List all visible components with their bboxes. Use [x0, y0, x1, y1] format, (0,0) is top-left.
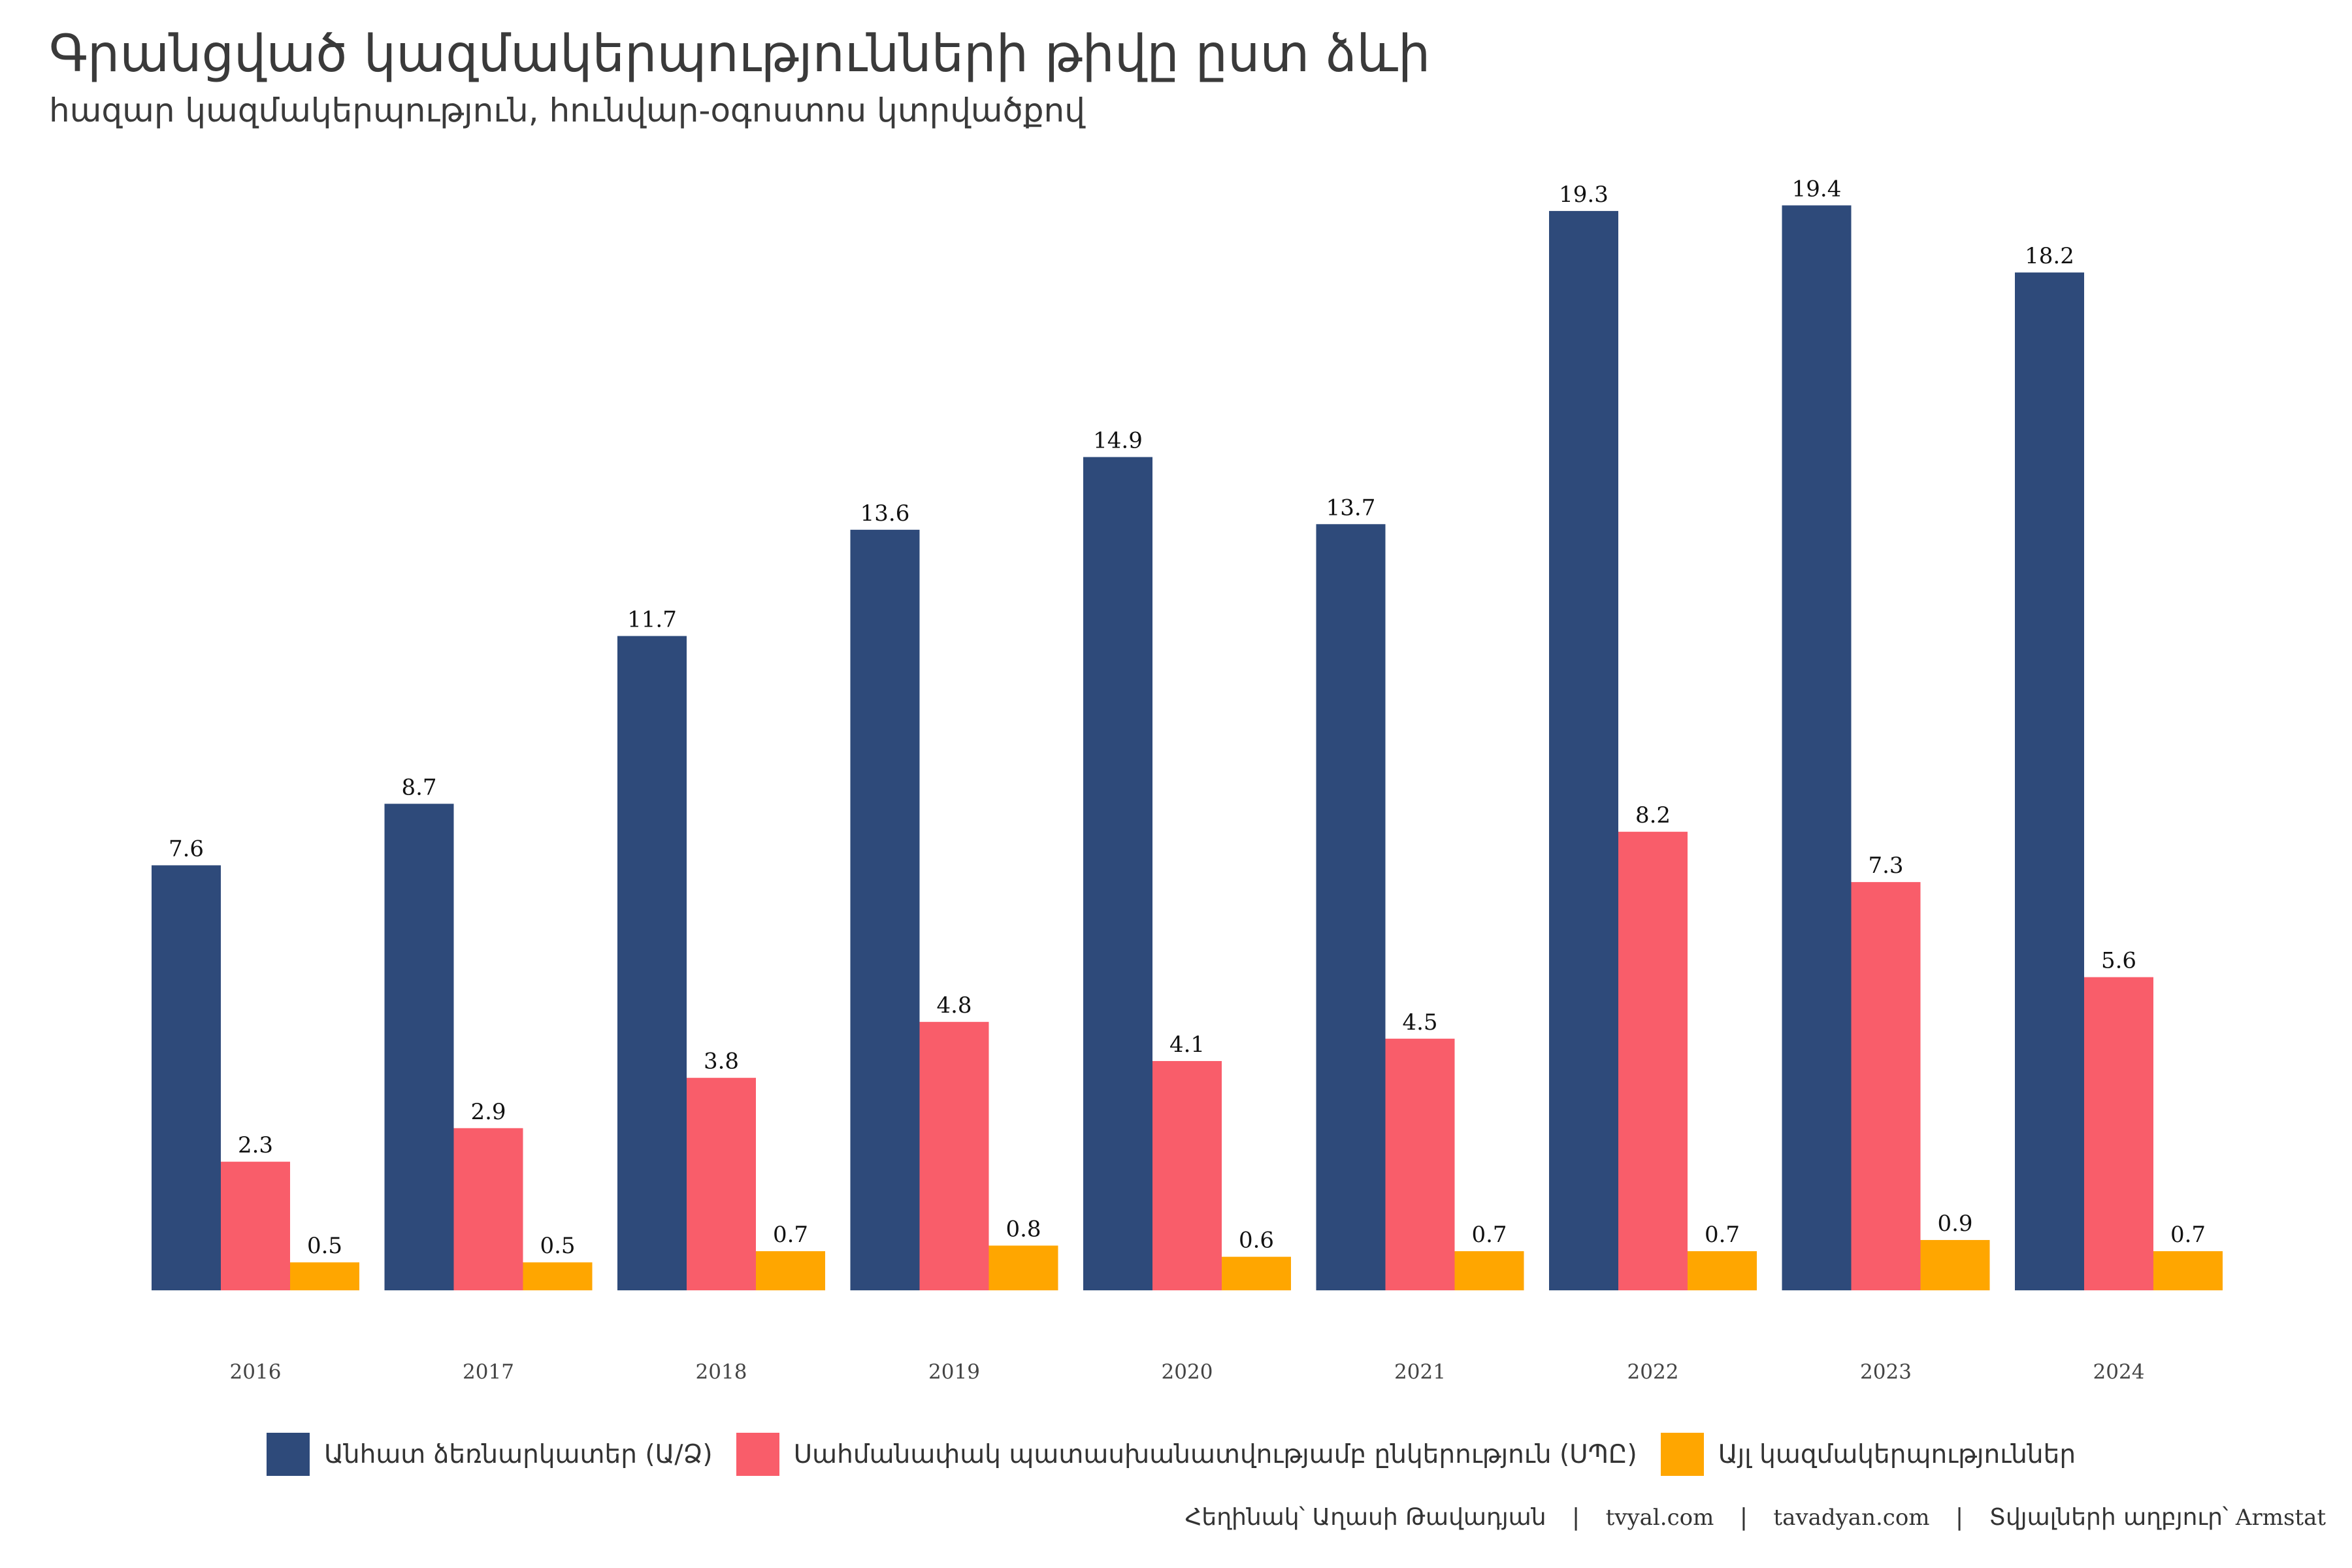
bar-llc-2024 [2084, 977, 2153, 1290]
bar-other-2022 [1688, 1251, 1757, 1290]
legend-label-series1: Անհատ ձեռնարկատեր (Ա/Ձ) [324, 1439, 713, 1469]
data-label-sole-proprietor-2020: 14.9 [1093, 428, 1143, 454]
data-label-llc-2022: 8.2 [1635, 802, 1671, 828]
data-label-llc-2023: 7.3 [1868, 853, 1903, 879]
x-tick-label-2018: 2018 [696, 1360, 747, 1384]
x-tick-label-2024: 2024 [2093, 1360, 2145, 1384]
bar-other-2018 [756, 1251, 825, 1290]
bar-sole-proprietor-2024 [2015, 272, 2084, 1291]
footer-source-name: Armstat [2235, 1505, 2326, 1531]
bar-sole-proprietor-2017 [384, 804, 454, 1290]
bar-other-2024 [2153, 1251, 2223, 1290]
data-label-sole-proprietor-2018: 11.7 [627, 606, 677, 632]
footer-site-tavadyan: tavadyan.com [1773, 1505, 1930, 1531]
data-label-sole-proprietor-2023: 19.4 [1792, 176, 1842, 202]
x-tick-label-2016: 2016 [230, 1360, 282, 1384]
bar-other-2016 [290, 1262, 359, 1290]
data-label-other-2017: 0.5 [540, 1233, 575, 1259]
chart-subtitle: հազար կազմակերպություն, հունվար-օգոստոս … [49, 91, 1085, 129]
footer-source-label: Տվյալների աղբյուր՝ [1989, 1504, 2229, 1531]
legend-swatch-series2 [736, 1433, 779, 1476]
x-tick-label-2020: 2020 [1162, 1360, 1213, 1384]
x-tick-label-2019: 2019 [928, 1360, 980, 1384]
legend-label-series3: Այլ կազմակերպություններ [1718, 1439, 2076, 1469]
bar-sole-proprietor-2023 [1782, 205, 1852, 1290]
data-label-sole-proprietor-2019: 13.6 [860, 500, 910, 527]
data-label-other-2022: 0.7 [1705, 1222, 1740, 1248]
bar-sole-proprietor-2020 [1083, 457, 1152, 1290]
bar-llc-2019 [919, 1022, 989, 1290]
footer-site-tvyal: tvyal.com [1605, 1505, 1714, 1531]
bar-llc-2017 [453, 1128, 523, 1290]
data-label-other-2018: 0.7 [773, 1222, 808, 1248]
legend-item-sole-proprietor: Անհատ ձեռնարկատեր (Ա/Ձ) [267, 1433, 713, 1476]
bar-llc-2020 [1152, 1061, 1222, 1290]
footer-separator: | [1571, 1504, 1580, 1531]
data-label-other-2024: 0.7 [2170, 1222, 2206, 1248]
data-label-sole-proprietor-2021: 13.7 [1326, 495, 1376, 521]
data-label-llc-2018: 3.8 [704, 1049, 739, 1075]
bar-llc-2023 [1851, 882, 1921, 1290]
footer-author: Հեղինակ՝ Աղասի Թավադյան [1184, 1504, 1546, 1531]
footer-credits: Հեղինակ՝ Աղասի Թավադյան | tvyal.com | ta… [1185, 1504, 2326, 1531]
footer-separator: | [1955, 1504, 1964, 1531]
bar-chart: 7.6 2.3 0.5 2016 8.7 2.9 0.5 2017 11.7 3.8 0.7 2018… [152, 176, 2223, 1384]
data-label-llc-2020: 4.1 [1169, 1032, 1205, 1058]
data-label-other-2019: 0.8 [1005, 1217, 1041, 1243]
legend: Անհատ ձեռնարկատեր (Ա/Ձ) Սահմանափակ պատաս… [267, 1433, 2099, 1476]
bar-sole-proprietor-2022 [1549, 210, 1618, 1290]
bar-llc-2022 [1618, 832, 1688, 1290]
data-label-other-2023: 0.9 [1937, 1211, 1972, 1237]
bar-llc-2021 [1385, 1038, 1455, 1290]
data-label-llc-2016: 2.3 [238, 1132, 273, 1158]
footer-separator: | [1739, 1504, 1748, 1531]
legend-swatch-series3 [1660, 1433, 1704, 1476]
bar-other-2019 [988, 1245, 1058, 1290]
legend-label-series2: Սահմանափակ պատասխանատվությամբ ընկերությո… [793, 1439, 1637, 1469]
data-label-sole-proprietor-2017: 8.7 [401, 774, 436, 800]
bar-sole-proprietor-2019 [850, 529, 920, 1290]
data-label-sole-proprietor-2022: 19.3 [1559, 182, 1609, 208]
bar-sole-proprietor-2021 [1316, 524, 1386, 1290]
data-label-sole-proprietor-2016: 7.6 [169, 836, 204, 862]
data-label-llc-2019: 4.8 [936, 992, 972, 1019]
data-label-llc-2021: 4.5 [1402, 1009, 1437, 1036]
x-tick-label-2017: 2017 [463, 1360, 514, 1384]
data-label-other-2020: 0.6 [1239, 1228, 1274, 1254]
bar-other-2020 [1222, 1256, 1291, 1290]
data-label-llc-2024: 5.6 [2101, 948, 2136, 974]
legend-swatch-series1 [267, 1433, 310, 1476]
bar-other-2021 [1454, 1251, 1524, 1290]
chart-title: Գրանցված կազմակերպությունների թիվը ըստ ձ… [49, 25, 1431, 84]
bar-other-2023 [1920, 1239, 1990, 1290]
data-label-other-2016: 0.5 [307, 1233, 342, 1259]
bar-llc-2016 [221, 1162, 290, 1290]
x-tick-label-2023: 2023 [1860, 1360, 1912, 1384]
legend-item-llc: Սահմանափակ պատասխանատվությամբ ընկերությո… [736, 1433, 1637, 1476]
bar-sole-proprietor-2018 [617, 636, 687, 1290]
data-label-llc-2017: 2.9 [470, 1099, 506, 1125]
data-label-sole-proprietor-2024: 18.2 [2025, 243, 2074, 269]
data-label-other-2021: 0.7 [1471, 1222, 1507, 1248]
x-tick-label-2022: 2022 [1627, 1360, 1679, 1384]
bar-sole-proprietor-2016 [152, 865, 221, 1290]
x-tick-label-2021: 2021 [1394, 1360, 1446, 1384]
legend-item-other: Այլ կազմակերպություններ [1660, 1433, 2076, 1476]
bar-other-2017 [523, 1262, 593, 1290]
bar-llc-2018 [687, 1077, 756, 1290]
